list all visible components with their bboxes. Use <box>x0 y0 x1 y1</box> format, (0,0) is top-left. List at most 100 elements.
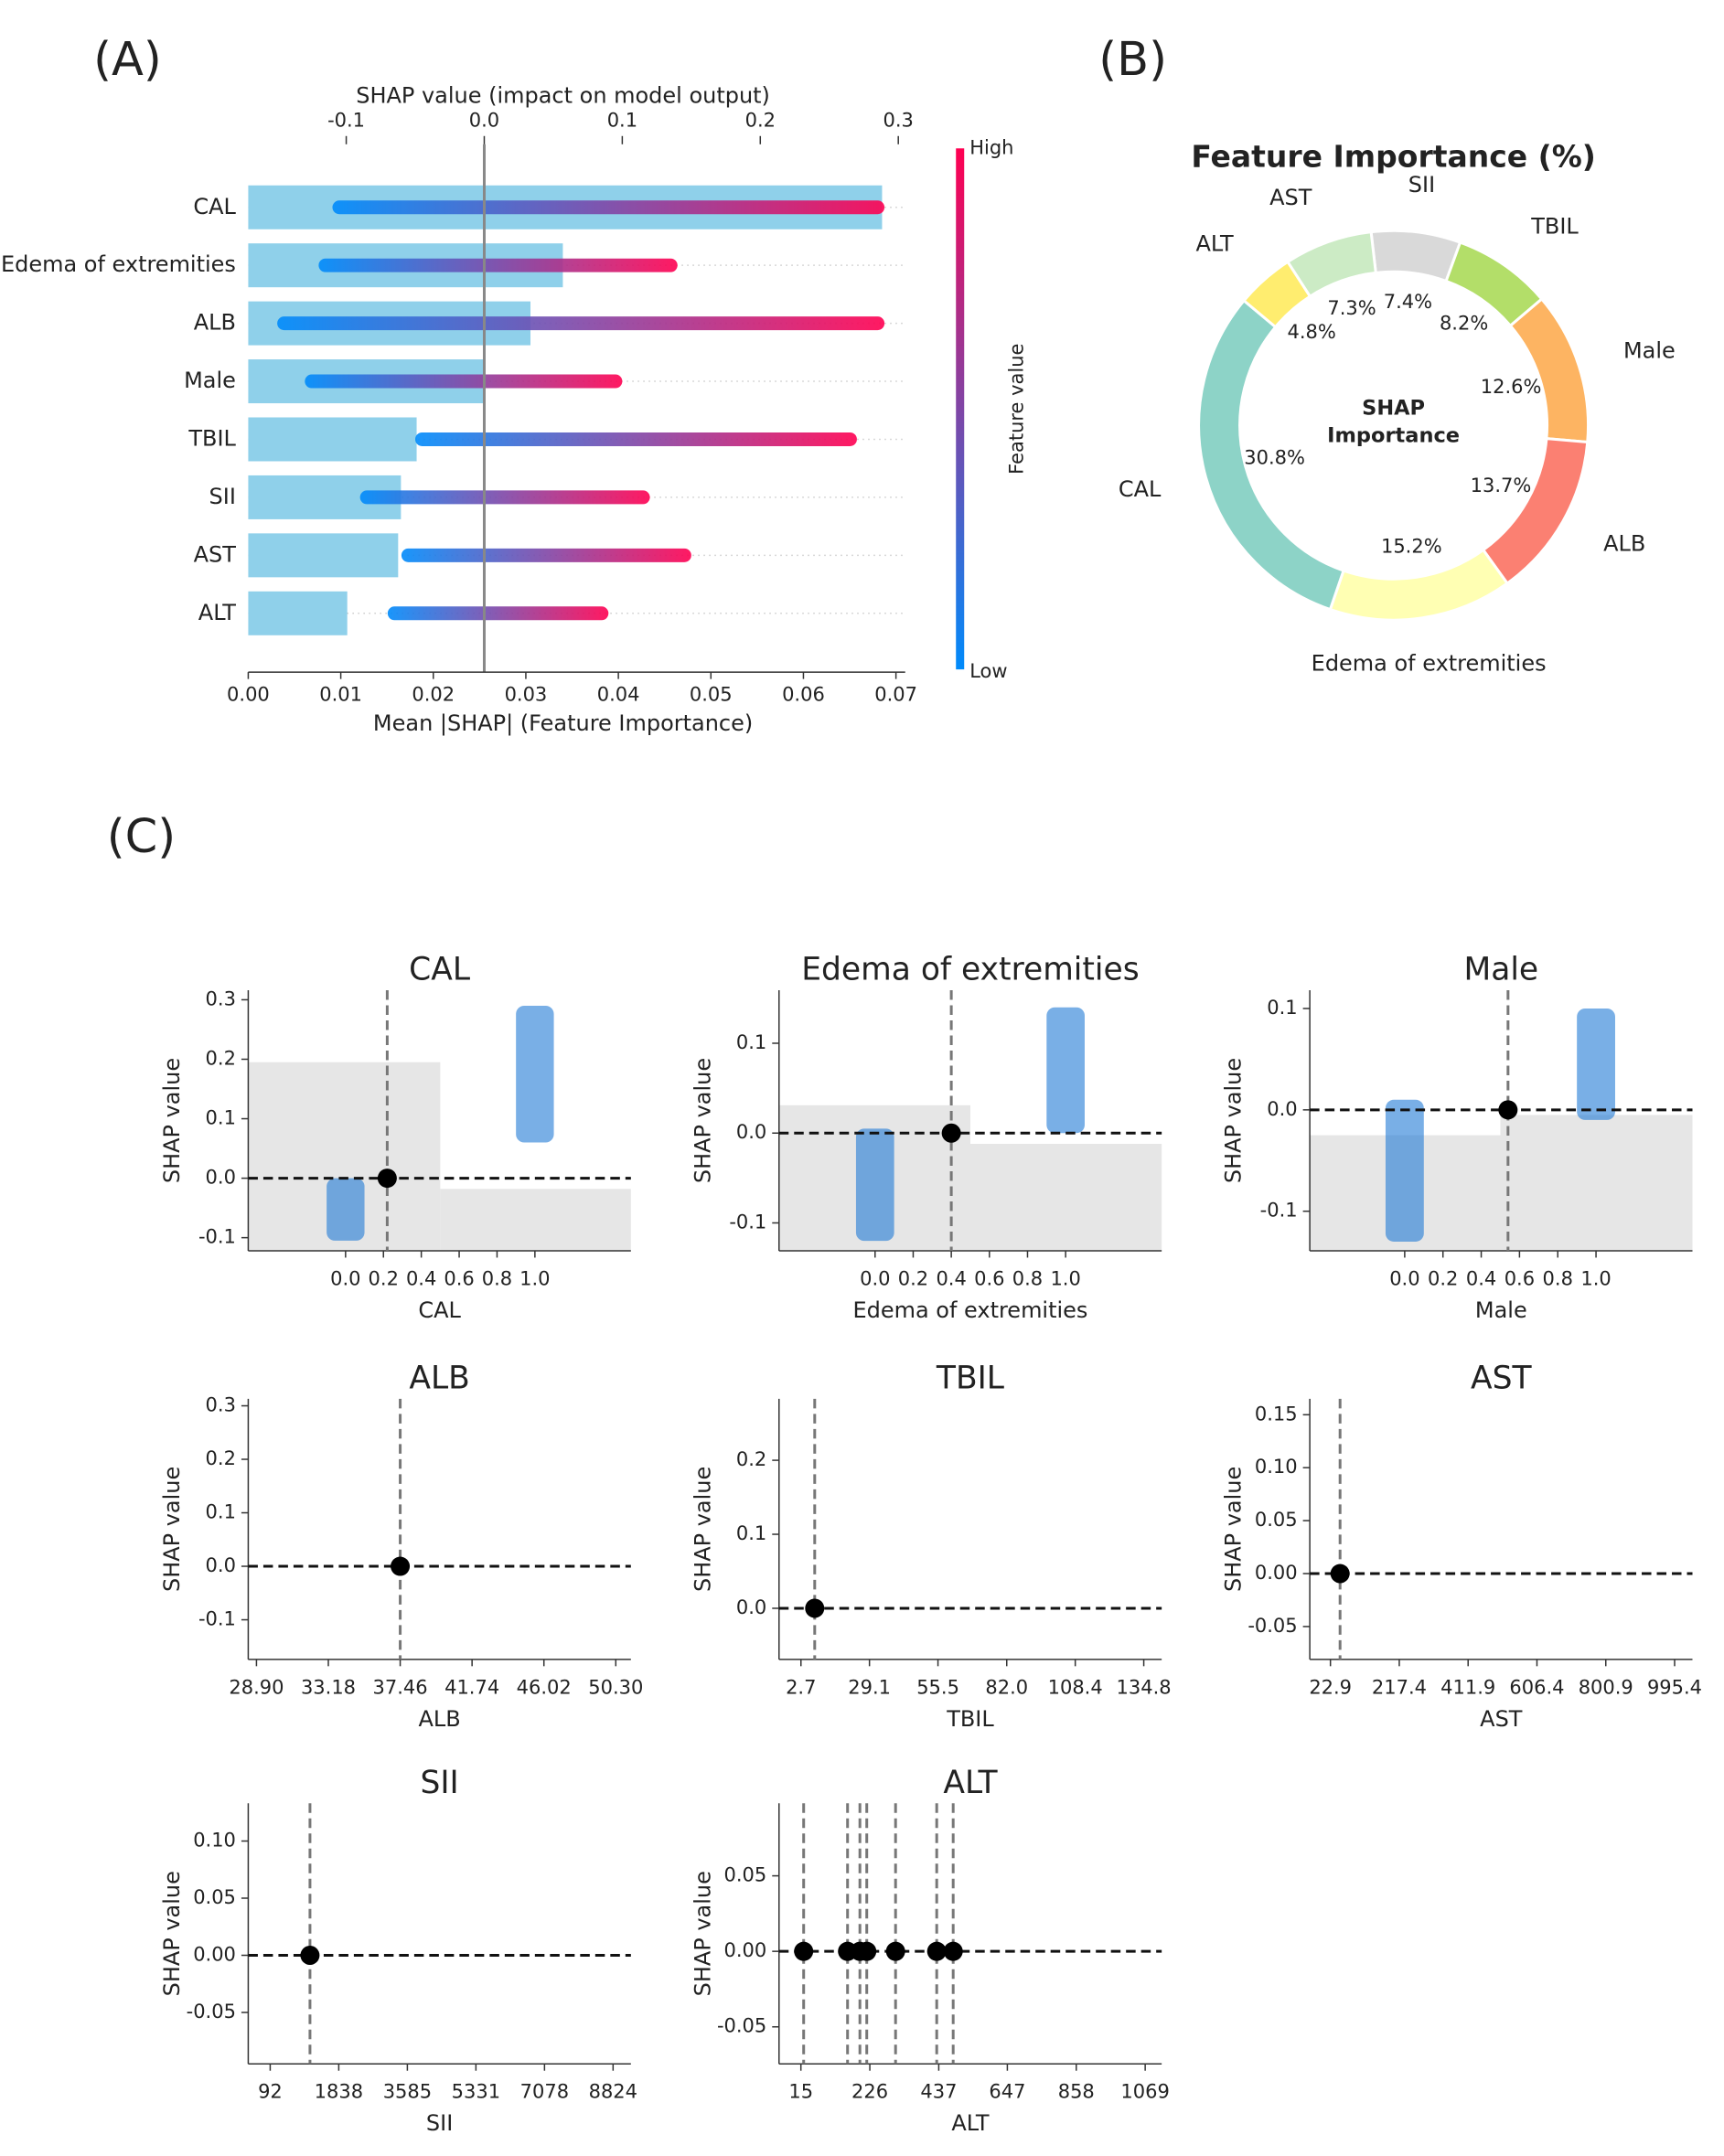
mean-point <box>857 1941 877 1961</box>
x-tick-label: 5331 <box>452 2081 500 2103</box>
donut-slice <box>1508 296 1590 444</box>
bar <box>248 533 399 578</box>
y-tick-label: 0.10 <box>193 1830 236 1852</box>
y-tick-label: 0.00 <box>193 1943 236 1965</box>
x-tick-label: 0.8 <box>482 1267 512 1289</box>
x-tick-label: 37.46 <box>373 1676 428 1698</box>
x-tick-label: 0.6 <box>1504 1267 1535 1289</box>
subplot-title: CAL <box>409 952 471 988</box>
y-axis-label: SHAP value <box>1221 1467 1247 1592</box>
y-tick-label: -0.05 <box>1247 1615 1297 1637</box>
panel-letter: (B) <box>1098 33 1167 87</box>
x-tick-label: 3585 <box>383 2081 432 2103</box>
y-tick-label: 0.2 <box>206 1047 236 1069</box>
bar <box>248 591 348 635</box>
subplot-title: ALB <box>409 1360 469 1396</box>
mean-point <box>1330 1564 1350 1584</box>
y-tick-label: -0.1 <box>198 1608 236 1630</box>
x-tick-label: 28.90 <box>229 1676 284 1698</box>
x-axis-label: AST <box>1480 1706 1523 1732</box>
y-tick-label: 0.3 <box>206 1394 236 1416</box>
x-tick-label: 0.2 <box>369 1267 399 1289</box>
x-tick-label: 0.0 <box>330 1267 360 1289</box>
shap-range <box>387 606 609 621</box>
x-tick-label: 1.0 <box>1580 1267 1611 1289</box>
y-tick-label: 0.1 <box>736 1522 766 1544</box>
point-cluster <box>327 1178 365 1241</box>
shap-range <box>277 316 885 331</box>
histogram-shade <box>440 1189 631 1251</box>
x2-axis-label: SHAP value (impact on model output) <box>356 82 770 108</box>
x-tick-label: 15 <box>788 2081 813 2103</box>
x2-tick-label: -0.1 <box>327 109 365 131</box>
x-tick-label: 41.74 <box>444 1676 499 1698</box>
x-tick-label: 0.4 <box>406 1267 436 1289</box>
x-tick-label: 29.1 <box>848 1676 891 1698</box>
x2-tick-label: 0.0 <box>469 109 499 131</box>
category-label: CAL <box>193 194 236 219</box>
y-tick-label: 0.00 <box>724 1939 767 1961</box>
point-cluster <box>855 1128 894 1242</box>
point-cluster <box>516 1005 554 1143</box>
slice-label: ALB <box>1603 530 1645 556</box>
category-label: AST <box>194 541 237 567</box>
histogram-shade <box>969 1144 1162 1251</box>
donut-slice <box>1328 548 1510 622</box>
y-axis-label: SHAP value <box>690 1871 715 1996</box>
pie-title: Feature Importance (%) <box>1191 138 1596 174</box>
x-tick-label: 0.8 <box>1543 1267 1573 1289</box>
y-tick-label: 0.0 <box>736 1596 766 1618</box>
slice-value: 15.2% <box>1381 536 1442 558</box>
y-tick-label: -0.05 <box>187 2001 236 2023</box>
shap-range <box>359 490 650 505</box>
slice-value: 7.4% <box>1384 291 1432 313</box>
x-tick-label: 995.4 <box>1647 1676 1702 1698</box>
slice-value: 12.6% <box>1481 376 1542 398</box>
colorbar-low: Low <box>969 660 1007 682</box>
category-label: SII <box>209 484 236 509</box>
mean-point <box>300 1945 320 1965</box>
y-tick-label: 0.10 <box>1255 1456 1298 1478</box>
y-tick-label: -0.05 <box>717 2015 766 2037</box>
colorbar <box>956 148 965 670</box>
x-tick-label: 1069 <box>1120 2081 1169 2103</box>
x-tick-label: 0.02 <box>412 684 455 706</box>
category-label: TBIL <box>187 425 236 451</box>
subplot-title: ALT <box>943 1765 998 1801</box>
y-tick-label: 0.15 <box>1255 1403 1298 1425</box>
x-tick-label: 0.04 <box>597 684 640 706</box>
y-tick-label: 0.05 <box>1255 1509 1298 1531</box>
mean-point <box>794 1941 814 1961</box>
x-tick-label: 0.0 <box>1389 1267 1419 1289</box>
x-tick-label: 46.02 <box>517 1676 572 1698</box>
x-tick-label: 50.30 <box>588 1676 643 1698</box>
x-tick-label: 0.01 <box>319 684 362 706</box>
y-tick-label: 0.2 <box>736 1448 766 1470</box>
y-axis-label: SHAP value <box>1221 1058 1247 1183</box>
y-tick-label: 0.2 <box>206 1447 236 1469</box>
y-tick-label: 0.1 <box>1267 997 1297 1019</box>
y-tick-label: 0.3 <box>206 987 236 1009</box>
y-tick-label: 0.0 <box>1267 1098 1297 1120</box>
y-axis-label: SHAP value <box>690 1058 715 1183</box>
y-axis-label: SHAP value <box>690 1467 715 1592</box>
y-axis-label: SHAP value <box>159 1058 185 1183</box>
x-tick-label: 437 <box>920 2081 957 2103</box>
donut-slice <box>1369 229 1462 283</box>
category-label: ALT <box>198 600 236 625</box>
x-tick-label: 92 <box>258 2081 283 2103</box>
center-label: SHAP <box>1362 397 1425 421</box>
slice-value: 7.3% <box>1327 297 1376 319</box>
histogram-shade <box>1500 1115 1693 1251</box>
shap-range <box>401 548 691 562</box>
x-tick-label: 2.7 <box>786 1676 816 1698</box>
x-tick-label: 82.0 <box>985 1676 1028 1698</box>
slice-label: ALT <box>1196 231 1234 257</box>
x-tick-label: 0.2 <box>1428 1267 1458 1289</box>
panel-letter: (A) <box>93 33 162 87</box>
y-tick-label: 0.1 <box>206 1107 236 1129</box>
x-tick-label: 0.05 <box>690 684 733 706</box>
x-axis-label: SII <box>426 2110 453 2136</box>
x-tick-label: 8824 <box>589 2081 637 2103</box>
slice-label: CAL <box>1119 476 1162 502</box>
